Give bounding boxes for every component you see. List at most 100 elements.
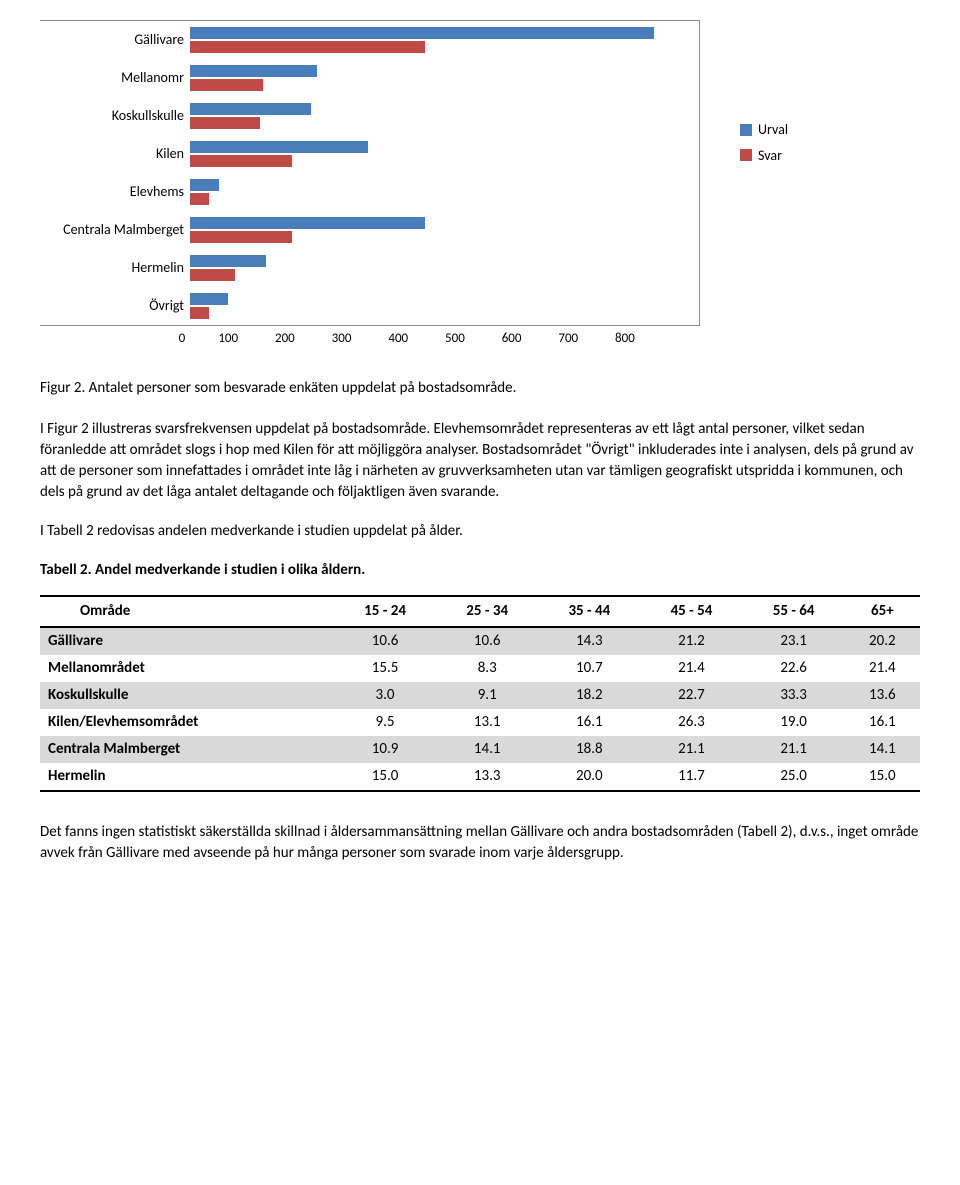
table-cell: 13.6 — [845, 682, 920, 709]
bar-svar — [190, 41, 425, 53]
chart-x-axis: 0100200300400500600700800 — [40, 330, 700, 348]
bar-category-label: Centrala Malmberget — [40, 220, 190, 240]
bar-svar — [190, 79, 263, 91]
table-cell: 25.0 — [743, 763, 845, 791]
table-cell: 10.6 — [436, 627, 538, 655]
x-axis-tick: 500 — [445, 330, 502, 348]
table-row-label: Koskullskulle — [40, 682, 334, 709]
bar-svar — [190, 155, 292, 167]
legend-item: Svar — [740, 146, 788, 166]
table-column-header: 35 - 44 — [538, 596, 640, 627]
figure-caption: Figur 2. Antalet personer som besvarade … — [40, 378, 920, 399]
table-column-header: Område — [40, 596, 334, 627]
table-cell: 21.1 — [640, 736, 742, 763]
legend-swatch-icon — [740, 124, 752, 136]
chart-plot-area: Gällivare Mellanomr Koskullskulle Kilen Elev… — [40, 20, 700, 348]
table-cell: 33.3 — [743, 682, 845, 709]
bar-row: Elevhems — [40, 173, 699, 211]
legend-item: Urval — [740, 120, 788, 140]
chart-legend: Urval Svar — [740, 120, 788, 171]
bar-category-label: Koskullskulle — [40, 106, 190, 126]
table-row-label: Gällivare — [40, 627, 334, 655]
bar-svar — [190, 117, 260, 129]
table-row-label: Hermelin — [40, 763, 334, 791]
bar-svar — [190, 307, 209, 319]
bar-category-label: Elevhems — [40, 182, 190, 202]
bar-category-label: Kilen — [40, 144, 190, 164]
table-cell: 16.1 — [538, 709, 640, 736]
table-cell: 20.2 — [845, 627, 920, 655]
table-column-header: 45 - 54 — [640, 596, 742, 627]
table-cell: 10.6 — [334, 627, 436, 655]
bar-urval — [190, 141, 368, 153]
table-cell: 21.4 — [845, 655, 920, 682]
table-row: Gällivare10.610.614.321.223.120.2 — [40, 627, 920, 655]
table-row: Hermelin15.013.320.011.725.015.0 — [40, 763, 920, 791]
paragraph-2: I Tabell 2 redovisas andelen medverkande… — [40, 521, 920, 542]
table-column-header: 15 - 24 — [334, 596, 436, 627]
legend-label: Svar — [758, 146, 782, 166]
bar-category-label: Mellanomr — [40, 68, 190, 88]
table-cell: 15.0 — [845, 763, 920, 791]
bar-row: Övrigt — [40, 287, 699, 325]
table-row-label: Mellanområdet — [40, 655, 334, 682]
bar-row: Hermelin — [40, 249, 699, 287]
table-cell: 3.0 — [334, 682, 436, 709]
data-table: Område15 - 2425 - 3435 - 4445 - 5455 - 6… — [40, 595, 920, 792]
bar-urval — [190, 293, 228, 305]
bar-category-label: Hermelin — [40, 258, 190, 278]
table-cell: 20.0 — [538, 763, 640, 791]
table-heading: Tabell 2. Andel medverkande i studien i … — [40, 560, 920, 581]
table-cell: 23.1 — [743, 627, 845, 655]
bar-svar — [190, 231, 292, 243]
bar-urval — [190, 27, 654, 39]
table-row: Kilen/Elevhemsområdet9.513.116.126.319.0… — [40, 709, 920, 736]
x-axis-tick: 700 — [558, 330, 615, 348]
bar-category-label: Övrigt — [40, 296, 190, 316]
table-row: Mellanområdet15.58.310.721.422.621.4 — [40, 655, 920, 682]
table-cell: 21.1 — [743, 736, 845, 763]
table-cell: 16.1 — [845, 709, 920, 736]
x-axis-tick: 300 — [332, 330, 389, 348]
bar-svar — [190, 193, 209, 205]
bar-category-label: Gällivare — [40, 30, 190, 50]
bar-row: Gällivare — [40, 21, 699, 59]
legend-label: Urval — [758, 120, 788, 140]
bar-row: Koskullskulle — [40, 97, 699, 135]
table-cell: 15.5 — [334, 655, 436, 682]
table-cell: 10.7 — [538, 655, 640, 682]
bar-urval — [190, 103, 311, 115]
x-axis-tick: 800 — [615, 330, 672, 348]
table-cell: 14.1 — [845, 736, 920, 763]
table-column-header: 55 - 64 — [743, 596, 845, 627]
table-cell: 9.1 — [436, 682, 538, 709]
table-column-header: 25 - 34 — [436, 596, 538, 627]
x-axis-tick: 600 — [502, 330, 559, 348]
table-cell: 8.3 — [436, 655, 538, 682]
table-cell: 22.6 — [743, 655, 845, 682]
table-cell: 19.0 — [743, 709, 845, 736]
legend-swatch-icon — [740, 149, 752, 161]
bar-urval — [190, 255, 266, 267]
table-row-label: Kilen/Elevhemsområdet — [40, 709, 334, 736]
x-axis-tick: 400 — [388, 330, 445, 348]
table-cell: 13.1 — [436, 709, 538, 736]
table-cell: 14.1 — [436, 736, 538, 763]
bar-urval — [190, 179, 219, 191]
bar-row: Mellanomr — [40, 59, 699, 97]
bar-urval — [190, 217, 425, 229]
x-axis-tick: 200 — [275, 330, 332, 348]
bar-row: Centrala Malmberget — [40, 211, 699, 249]
chart-figure: Gällivare Mellanomr Koskullskulle Kilen Elev… — [40, 20, 920, 348]
table-row: Koskullskulle3.09.118.222.733.313.6 — [40, 682, 920, 709]
table-cell: 21.4 — [640, 655, 742, 682]
x-axis-tick: 100 — [218, 330, 275, 348]
table-cell: 9.5 — [334, 709, 436, 736]
bar-svar — [190, 269, 235, 281]
bar-row: Kilen — [40, 135, 699, 173]
table-cell: 22.7 — [640, 682, 742, 709]
table-cell: 15.0 — [334, 763, 436, 791]
table-cell: 18.2 — [538, 682, 640, 709]
table-row-label: Centrala Malmberget — [40, 736, 334, 763]
paragraph-1: I Figur 2 illustreras svarsfrekvensen up… — [40, 419, 920, 503]
